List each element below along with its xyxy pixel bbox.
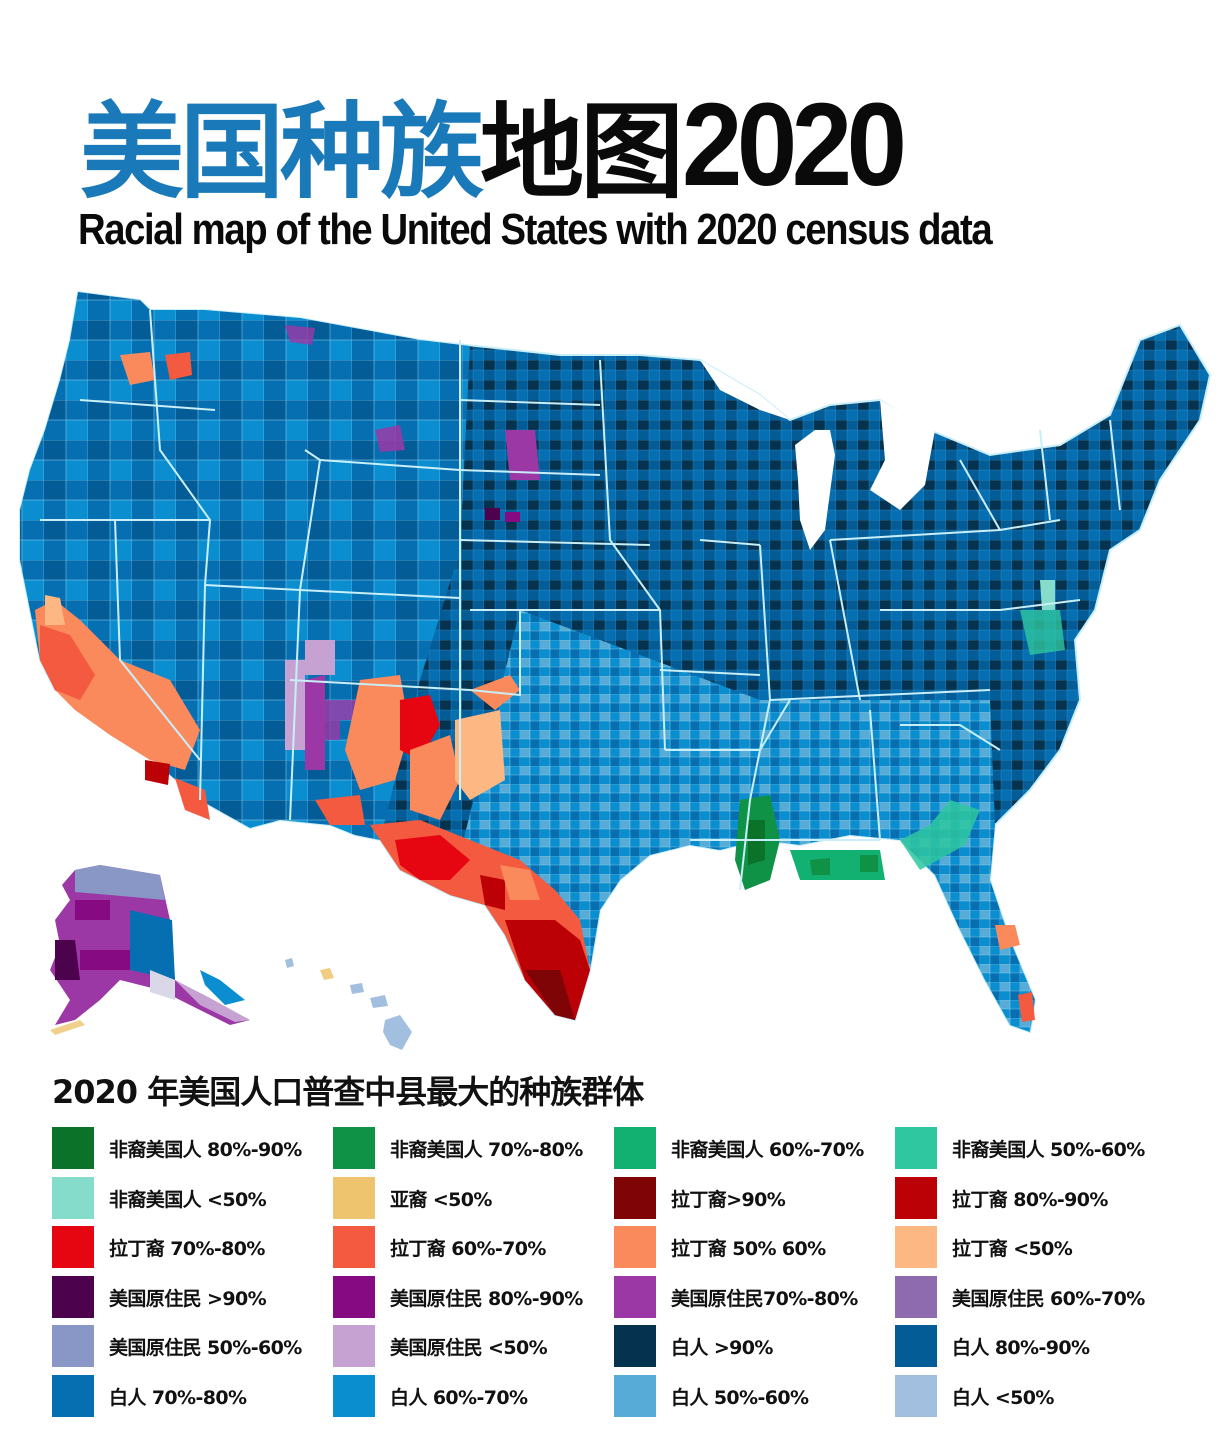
legend-label: 美国原住民70%-80% (671, 1287, 858, 1310)
legend-label: 美国原住民 60%-70% (952, 1287, 1145, 1310)
legend-swatch (614, 1176, 656, 1219)
legend-swatch (333, 1176, 375, 1219)
legend-swatch (52, 1176, 94, 1219)
legend-item: 拉丁裔 70%-80% (52, 1226, 333, 1276)
legend-label: 白人 50%-60% (671, 1386, 809, 1409)
legend-label: 非裔美国人 80%-90% (109, 1139, 302, 1161)
legend-swatch (333, 1127, 375, 1169)
alaska (50, 865, 250, 1035)
legend-item: 拉丁裔 50% 60% (614, 1226, 895, 1276)
lake-michigan (795, 430, 835, 550)
legend-label: 非裔美国人 70%-80% (390, 1139, 583, 1161)
legend-label: 拉丁裔 60%-70% (390, 1238, 546, 1260)
legend-item: 美国原住民 60%-70% (895, 1275, 1176, 1326)
legend-swatch (614, 1226, 656, 1268)
legend-label: 非裔美国人 50%-60% (952, 1139, 1145, 1161)
title-year: 2020 (682, 79, 907, 211)
legend-swatch (614, 1325, 656, 1367)
legend-item: 亚裔 <50% (333, 1176, 614, 1227)
legend-item: 白人 >90% (614, 1325, 895, 1375)
hawaii (285, 958, 412, 1050)
legend-label: 非裔美国人 <50% (109, 1188, 267, 1211)
legend-item: 美国原住民 >90% (52, 1275, 333, 1326)
legend-swatch (895, 1325, 937, 1367)
legend-item: 拉丁裔 <50% (895, 1226, 1176, 1276)
legend-label: 美国原住民 >90% (109, 1287, 267, 1310)
page-title: 美国种族 地图 2020 (80, 84, 921, 204)
state-borders (40, 309, 1121, 891)
legend-swatch (895, 1176, 937, 1219)
legend-swatch (52, 1127, 94, 1169)
legend-label: 美国原住民 50%-60% (109, 1337, 302, 1359)
legend-label: 白人 60%-70% (390, 1386, 528, 1409)
legend-label: 美国原住民 <50% (390, 1337, 548, 1359)
legend-label: 拉丁裔>90% (671, 1188, 786, 1211)
legend-title: 2020 年美国人口普查中县最大的种族群体 (52, 1073, 644, 1111)
legend-item: 非裔美国人 80%-90% (52, 1127, 333, 1177)
legend-swatch (52, 1226, 94, 1268)
legend-item: 美国原住民70%-80% (614, 1275, 895, 1326)
legend-label: 非裔美国人 60%-70% (671, 1139, 864, 1161)
california-hispanic (35, 600, 200, 770)
legend-item: 非裔美国人 70%-80% (333, 1127, 614, 1177)
legend-swatch (614, 1275, 656, 1318)
legend-item: 白人 <50% (895, 1374, 1176, 1425)
legend-label: 白人 >90% (671, 1337, 773, 1359)
legend-item: 白人 70%-80% (52, 1374, 333, 1425)
legend-label: 亚裔 <50% (390, 1188, 492, 1211)
us-racial-map (0, 280, 1221, 1060)
legend-swatch (52, 1325, 94, 1367)
legend-item: 拉丁裔>90% (614, 1176, 895, 1227)
legend-label: 拉丁裔 50% 60% (671, 1238, 826, 1260)
legend-label: 拉丁裔 <50% (952, 1238, 1073, 1260)
legend-item: 白人 80%-90% (895, 1325, 1176, 1375)
legend-swatch (333, 1325, 375, 1367)
legend-label: 白人 <50% (952, 1386, 1054, 1409)
legend-item: 非裔美国人 50%-60% (895, 1127, 1176, 1177)
legend-item: 拉丁裔 80%-90% (895, 1176, 1176, 1227)
legend-swatch (333, 1374, 375, 1417)
legend: 非裔美国人 80%-90% 非裔美国人 70%-80% 非裔美国人 60%-70… (52, 1127, 1212, 1424)
title-chinese-black: 地图 (480, 91, 684, 213)
legend-item: 非裔美国人 <50% (52, 1176, 333, 1227)
legend-label: 白人 70%-80% (109, 1386, 247, 1409)
legend-swatch (614, 1127, 656, 1169)
legend-swatch (333, 1275, 375, 1318)
legend-swatch (895, 1275, 937, 1318)
legend-item: 美国原住民 <50% (333, 1325, 614, 1375)
legend-item: 美国原住民 50%-60% (52, 1325, 333, 1375)
legend-label: 拉丁裔 70%-80% (109, 1238, 265, 1260)
map-svg (19, 290, 1212, 1050)
legend-item: 白人 60%-70% (333, 1374, 614, 1425)
legend-swatch (333, 1226, 375, 1268)
legend-item: 拉丁裔 60%-70% (333, 1226, 614, 1276)
legend-item: 白人 50%-60% (614, 1374, 895, 1425)
legend-label: 美国原住民 80%-90% (390, 1287, 583, 1310)
page-subtitle: Racial map of the United States with 202… (78, 205, 993, 254)
legend-label: 拉丁裔 80%-90% (952, 1188, 1108, 1211)
legend-swatch (52, 1374, 94, 1417)
legend-swatch (52, 1275, 94, 1318)
legend-swatch (895, 1226, 937, 1268)
legend-item: 美国原住民 80%-90% (333, 1275, 614, 1326)
legend-item: 非裔美国人 60%-70% (614, 1127, 895, 1177)
lake-huron (870, 400, 935, 510)
title-chinese-blue: 美国种族 (80, 91, 484, 213)
legend-swatch (895, 1127, 937, 1169)
legend-label: 白人 80%-90% (952, 1337, 1090, 1359)
legend-swatch (614, 1374, 656, 1417)
legend-swatch (895, 1374, 937, 1417)
